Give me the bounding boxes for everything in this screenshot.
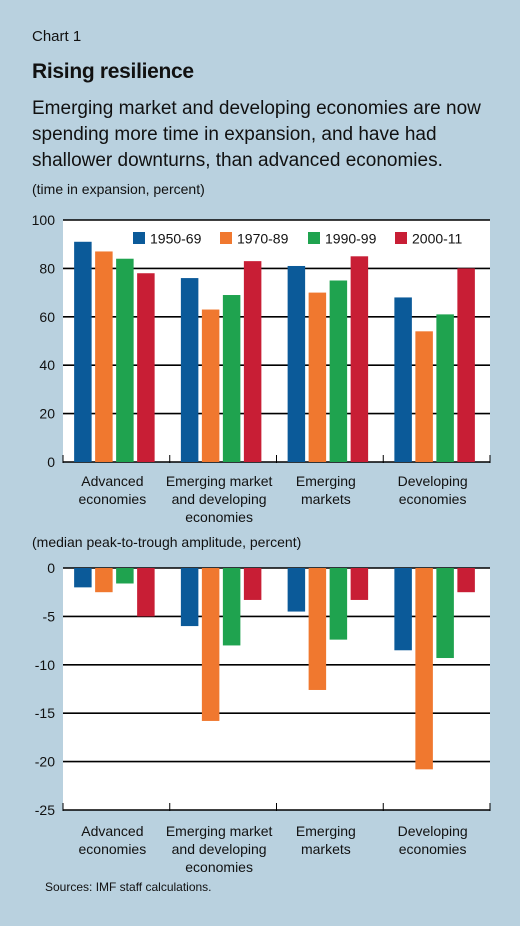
category-label: markets <box>301 491 351 507</box>
bar-1990-99 <box>116 568 134 584</box>
y-tick-label: -25 <box>35 802 55 818</box>
bar-2000-11 <box>350 568 369 600</box>
y-tick-label: 0 <box>47 454 55 470</box>
y-tick-label: 20 <box>39 406 55 422</box>
category-label: economies <box>79 491 147 507</box>
legend-label: 2000-11 <box>412 231 463 247</box>
top-panel-unit-label: (time in expansion, percent) <box>32 181 205 197</box>
bar-2000-11 <box>243 568 262 600</box>
category-label: markets <box>301 841 351 857</box>
category-label: and developing <box>172 491 267 507</box>
category-label: economies <box>185 509 253 525</box>
bottom-panel-unit-label: (median peak-to-trough amplitude, percen… <box>32 534 302 550</box>
bar-1950-69 <box>74 241 92 462</box>
bar-1990-99 <box>116 258 134 462</box>
bar-2000-11 <box>137 568 155 617</box>
bar-1970-89 <box>415 568 433 770</box>
bar-2000-11 <box>243 261 262 462</box>
y-tick-label: 40 <box>39 357 55 373</box>
category-label: Emerging <box>296 473 356 489</box>
legend-swatch-1970-89 <box>220 232 232 244</box>
chart-subtitle: Emerging market and developing economies… <box>32 98 481 171</box>
legend-label: 1950-69 <box>150 231 202 247</box>
bar-1970-89 <box>201 309 220 462</box>
y-tick-label: -5 <box>43 608 56 624</box>
bar-1970-89 <box>95 251 113 462</box>
legend-swatch-2000-11 <box>395 232 407 244</box>
bar-2000-11 <box>457 268 475 462</box>
bar-1970-89 <box>201 568 220 721</box>
bar-1990-99 <box>329 280 348 462</box>
bar-1990-99 <box>329 568 348 640</box>
bar-1970-89 <box>308 568 327 690</box>
bar-1950-69 <box>394 297 412 462</box>
category-label: economies <box>185 859 253 875</box>
category-label: Developing <box>398 823 468 839</box>
bar-1950-69 <box>180 568 199 627</box>
y-tick-label: 100 <box>32 212 56 228</box>
chart-number-label: Chart 1 <box>32 28 82 45</box>
bar-1950-69 <box>394 568 412 651</box>
bar-2000-11 <box>350 256 369 462</box>
category-label: economies <box>79 841 147 857</box>
bar-1970-89 <box>95 568 113 593</box>
legend-swatch-1950-69 <box>133 232 145 244</box>
category-label: economies <box>399 841 467 857</box>
bar-1990-99 <box>222 295 241 462</box>
bar-1950-69 <box>287 265 306 462</box>
category-label: Advanced <box>81 473 143 489</box>
category-label: Emerging market <box>166 823 273 839</box>
time-in-expansion-chart: 0 20 40 60 80 100 Advanced economies Emerging ma… <box>32 212 491 525</box>
bar-1990-99 <box>436 314 454 462</box>
y-tick-label: -20 <box>35 754 55 770</box>
sources-note: Sources: IMF staff calculations. <box>45 880 212 894</box>
bar-2000-11 <box>457 568 475 593</box>
bar-1970-89 <box>415 331 433 462</box>
chart-title: Rising resilience <box>32 60 194 83</box>
y-tick-label: 60 <box>39 309 55 325</box>
legend-swatch-1990-99 <box>308 232 320 244</box>
category-label: Developing <box>398 473 468 489</box>
y-tick-label: -15 <box>35 705 55 721</box>
y-tick-label: 80 <box>39 260 55 276</box>
bar-2000-11 <box>137 273 155 462</box>
y-tick-label: 0 <box>47 560 55 576</box>
bar-1950-69 <box>287 568 306 612</box>
category-label: Advanced <box>81 823 143 839</box>
legend-label: 1970-89 <box>237 231 289 247</box>
bar-1950-69 <box>74 568 92 588</box>
legend-label: 1990-99 <box>325 231 377 247</box>
category-label: economies <box>399 491 467 507</box>
downturn-amplitude-chart: 0 -5 -10 -15 -20 -25 Advanced economies Emerging… <box>35 560 491 875</box>
bar-1970-89 <box>308 292 327 462</box>
bar-1950-69 <box>180 278 199 462</box>
category-label: Emerging <box>296 823 356 839</box>
bar-1990-99 <box>222 568 241 646</box>
category-label: Emerging market <box>166 473 273 489</box>
y-tick-label: -10 <box>35 657 55 673</box>
bar-1990-99 <box>436 568 454 659</box>
category-label: and developing <box>172 841 267 857</box>
